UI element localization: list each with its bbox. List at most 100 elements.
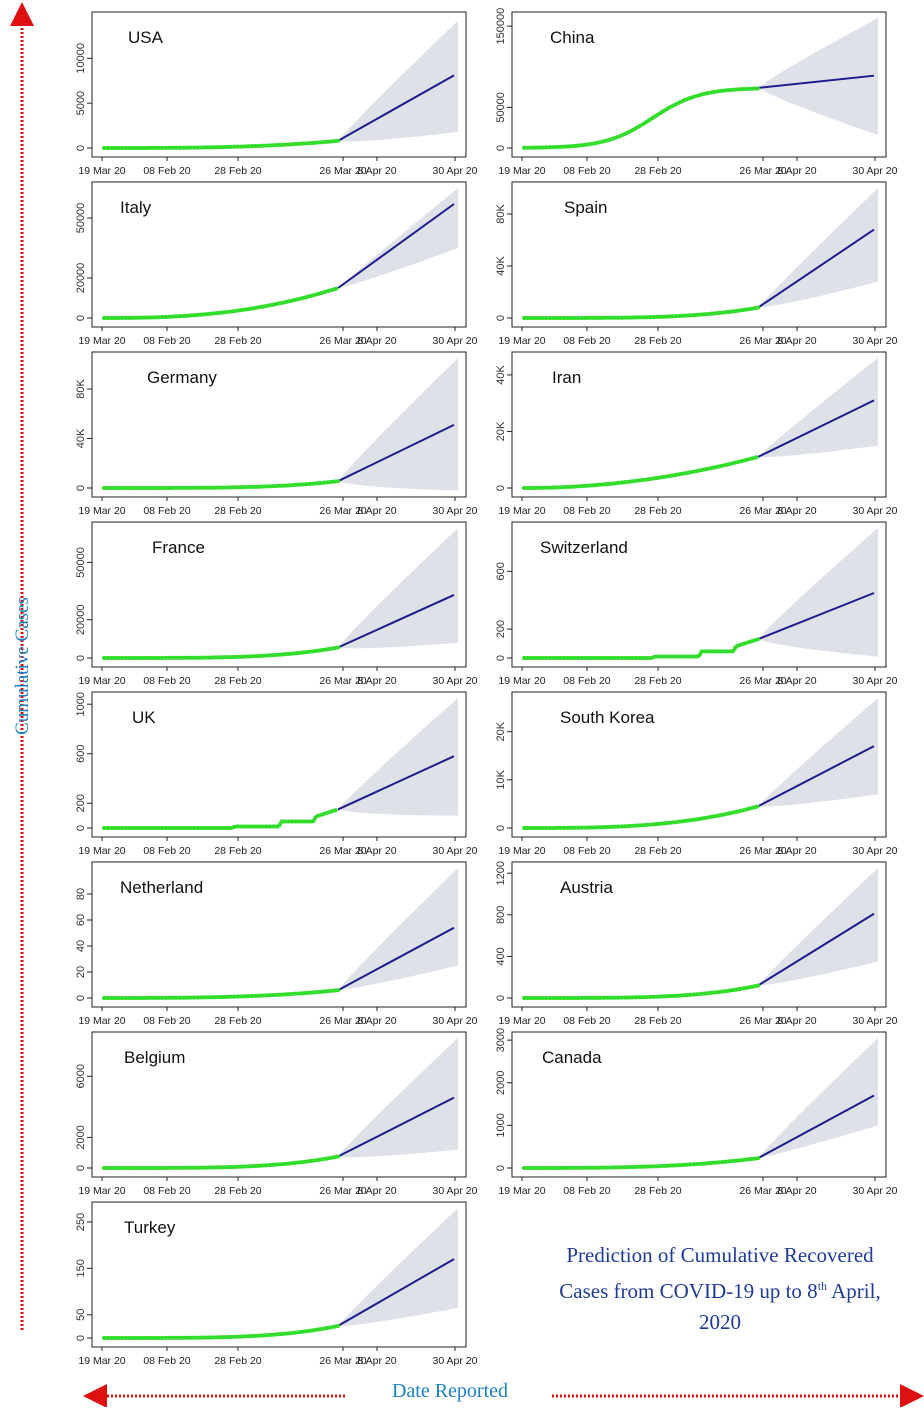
forecast-line	[337, 1258, 455, 1327]
y-tick-label: 50000	[495, 92, 507, 123]
x-tick-label: 08 Feb 20	[143, 505, 190, 517]
x-tick-label: 30 Apr 20	[433, 1015, 478, 1027]
observed-series	[102, 807, 340, 830]
panel-title: Belgium	[124, 1048, 185, 1067]
y-tick-label: 20K	[495, 421, 507, 441]
panel-china: 0 50000 150000 19 Mar 20 08 Feb 20 28 Feb 20 2…	[495, 8, 898, 177]
x-tick-label: 19 Mar 20	[78, 1185, 125, 1197]
prediction-interval	[758, 358, 878, 458]
x-tick-label: 28 Feb 20	[634, 1015, 681, 1027]
x-tick-label: 08 Feb 20	[143, 675, 190, 687]
forecast-line	[757, 74, 875, 89]
x-tick-label: 08 Feb 20	[143, 845, 190, 857]
x-axis-label: Date Reported	[391, 1380, 509, 1402]
y-tick-label: 0	[75, 825, 87, 831]
y-tick-label: 0	[75, 655, 87, 661]
x-tick-label: 08 Feb 20	[563, 845, 610, 857]
y-tick-label: 0	[75, 315, 87, 321]
y-tick-label: 0	[75, 995, 87, 1001]
x-tick-label: 19 Mar 20	[78, 1355, 125, 1367]
y-tick-label: 0	[495, 995, 507, 1001]
observed-series	[102, 1154, 340, 1170]
x-tick-label: 8 Apr 20	[777, 335, 816, 347]
x-tick-label: 28 Feb 20	[214, 675, 261, 687]
y-tick-label: 80K	[75, 379, 87, 399]
y-tick-label: 40	[75, 940, 87, 952]
y-tick-label: 150	[75, 1259, 87, 1277]
x-tick-label: 19 Mar 20	[78, 1015, 125, 1027]
x-tick-label: 26 Mar 20	[319, 845, 366, 857]
y-tick-label: 80	[75, 888, 87, 900]
panel-title: UK	[132, 708, 156, 727]
x-tick-label: 8 Apr 20	[357, 1185, 396, 1197]
x-tick-label: 28 Feb 20	[214, 335, 261, 347]
prediction-interval	[338, 1208, 458, 1326]
x-tick-label: 08 Feb 20	[563, 675, 610, 687]
x-tick-label: 30 Apr 20	[853, 165, 898, 177]
caption-line-2: Cases from COVID-19 up to 8th April,	[520, 1271, 920, 1307]
y-axis-label-wrap: Cumulative Cases	[8, 560, 38, 780]
x-tick-label: 8 Apr 20	[357, 1015, 396, 1027]
figure-caption: Prediction of Cumulative Recovered Cases…	[520, 1240, 920, 1338]
observed-series	[522, 1156, 760, 1170]
panel-france: 0 20000 50000 19 Mar 20 08 Feb 20 28 Feb 20 26…	[75, 521, 478, 687]
y-tick-label: 0	[75, 485, 87, 491]
y-tick-label: 600	[75, 745, 87, 763]
x-tick-label: 30 Apr 20	[853, 1015, 898, 1027]
x-tick-label: 19 Mar 20	[78, 335, 125, 347]
x-tick-label: 30 Apr 20	[853, 335, 898, 347]
x-tick-label: 19 Mar 20	[78, 675, 125, 687]
y-tick-label: 50000	[75, 547, 87, 578]
x-tick-label: 30 Apr 20	[853, 845, 898, 857]
y-tick-label: 200	[75, 794, 87, 812]
x-tick-label: 26 Mar 20	[319, 165, 366, 177]
y-tick-label: 250	[75, 1213, 87, 1231]
forecast-line	[757, 592, 875, 641]
panel-title: Canada	[542, 1048, 602, 1067]
forecast-line	[757, 228, 875, 309]
x-tick-label: 26 Mar 20	[739, 165, 786, 177]
x-tick-label: 28 Feb 20	[634, 1185, 681, 1197]
x-tick-label: 28 Feb 20	[634, 845, 681, 857]
x-tick-label: 08 Feb 20	[143, 165, 190, 177]
y-tick-label: 0	[75, 145, 87, 151]
caption-line-2-prefix: Cases from COVID-19 up to 8	[559, 1279, 818, 1303]
observed-series	[102, 988, 340, 1000]
x-tick-label: 19 Mar 20	[78, 845, 125, 857]
forecast-line	[337, 755, 455, 811]
panel-usa: 0 5000 10000 19 Mar 20 08 Feb 20 28 Feb 20 26 …	[75, 11, 478, 177]
panel-netherland: 0 20 40 60 80 19 Mar 20 08 Feb 20 28 Feb 20 26 M…	[75, 861, 478, 1027]
panel-title: Spain	[564, 198, 607, 217]
prediction-interval	[758, 698, 878, 807]
x-tick-label: 26 Mar 20	[739, 1015, 786, 1027]
panel-belgium: 0 2000 6000 19 Mar 20 08 Feb 20 28 Feb 20 26 M…	[75, 1031, 478, 1197]
x-tick-label: 28 Feb 20	[634, 335, 681, 347]
caption-line-3: 2020	[699, 1310, 741, 1334]
panel-title: Germany	[147, 368, 217, 387]
x-tick-label: 19 Mar 20	[498, 845, 545, 857]
prediction-interval	[338, 20, 458, 142]
x-tick-label: 19 Mar 20	[498, 1185, 545, 1197]
panel-title: Iran	[552, 368, 581, 387]
x-tick-label: 28 Feb 20	[634, 505, 681, 517]
panel-germany: 0 40K 80K 19 Mar 20 08 Feb 20 28 Feb 20 26 Mar…	[75, 351, 478, 517]
panel-canada: 0 1000 2000 3000 19 Mar 20 08 Feb 20 28 Feb 20…	[495, 1028, 898, 1197]
forecast-line	[337, 203, 455, 289]
y-tick-label: 200	[495, 620, 507, 638]
y-tick-label: 40K	[495, 256, 507, 276]
observed-series	[522, 983, 760, 1000]
x-tick-label: 8 Apr 20	[777, 505, 816, 517]
x-tick-label: 26 Mar 20	[739, 675, 786, 687]
panel-title: Austria	[560, 878, 613, 897]
x-tick-label: 30 Apr 20	[433, 335, 478, 347]
y-tick-label: 600	[495, 562, 507, 580]
y-tick-label: 0	[495, 145, 507, 151]
y-tick-label: 40K	[75, 428, 87, 448]
x-tick-label: 19 Mar 20	[498, 165, 545, 177]
caption-line-2-suffix: April,	[827, 1279, 881, 1303]
x-tick-label: 8 Apr 20	[357, 845, 396, 857]
x-tick-label: 26 Mar 20	[319, 335, 366, 347]
x-tick-label: 8 Apr 20	[357, 1355, 396, 1367]
prediction-interval	[338, 528, 458, 649]
